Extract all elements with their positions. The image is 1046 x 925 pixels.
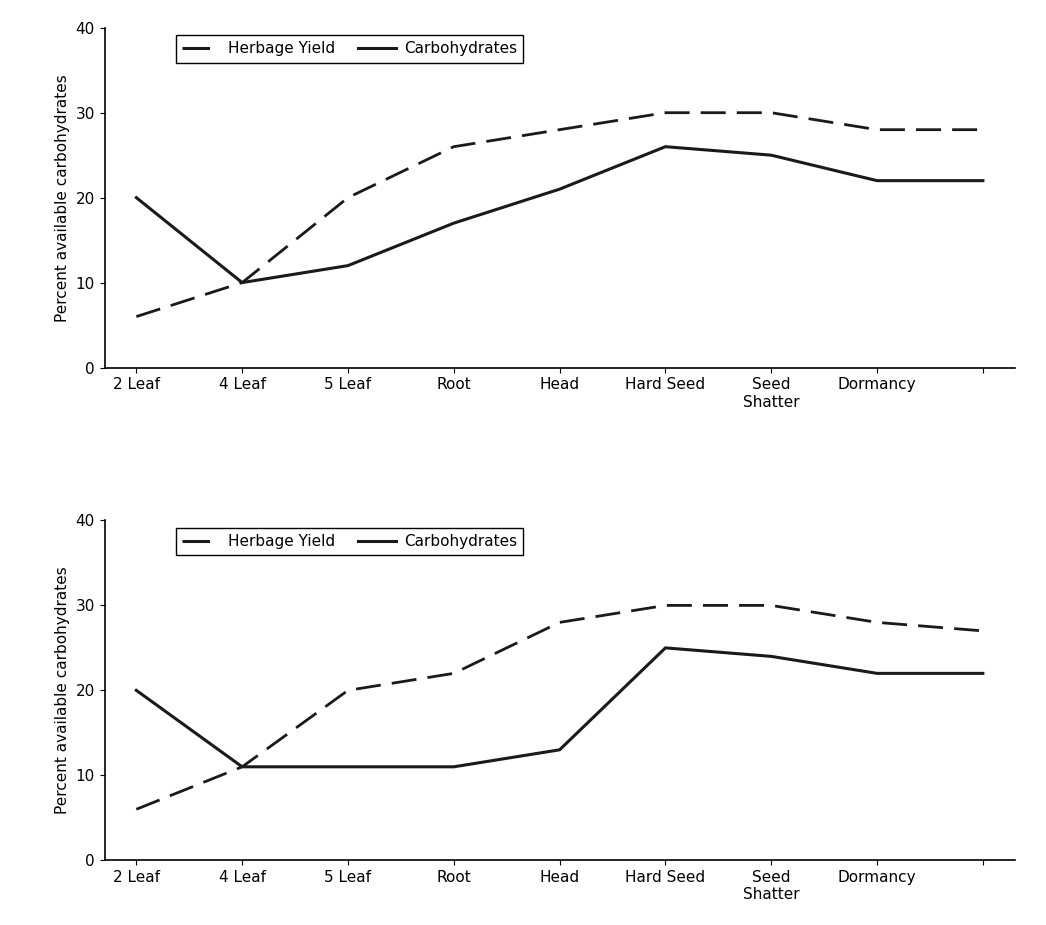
Herbage Yield [553,617,566,628]
Carbohydrates [130,684,142,696]
Herbage Yield [765,599,777,610]
Herbage Yield [977,124,990,135]
Carbohydrates [236,278,249,289]
Herbage Yield [659,599,672,610]
Carbohydrates [977,175,990,186]
Carbohydrates [765,651,777,662]
Herbage Yield [870,124,883,135]
Carbohydrates [870,175,883,186]
Carbohydrates [553,183,566,194]
Herbage Yield [659,107,672,118]
Line: Herbage Yield: Herbage Yield [136,113,983,316]
Herbage Yield [553,124,566,135]
Carbohydrates [236,761,249,772]
Herbage Yield [342,192,355,204]
Carbohydrates [977,668,990,679]
Carbohydrates [342,761,355,772]
Line: Herbage Yield: Herbage Yield [136,605,983,809]
Line: Carbohydrates: Carbohydrates [136,147,983,283]
Herbage Yield [448,142,460,153]
Legend: Herbage Yield, Carbohydrates: Herbage Yield, Carbohydrates [176,528,523,555]
Carbohydrates [448,217,460,228]
Carbohydrates [342,260,355,271]
Carbohydrates [448,761,460,772]
Carbohydrates [553,745,566,756]
Carbohydrates [130,192,142,204]
Herbage Yield [870,617,883,628]
Carbohydrates [765,150,777,161]
Legend: Herbage Yield, Carbohydrates: Herbage Yield, Carbohydrates [176,35,523,63]
Herbage Yield [765,107,777,118]
Herbage Yield [130,804,142,815]
Herbage Yield [448,668,460,679]
Herbage Yield [130,311,142,322]
Line: Carbohydrates: Carbohydrates [136,648,983,767]
Carbohydrates [659,642,672,653]
Carbohydrates [870,668,883,679]
Herbage Yield [342,684,355,696]
Herbage Yield [236,761,249,772]
Herbage Yield [236,278,249,289]
Y-axis label: Percent available carbohydrates: Percent available carbohydrates [55,74,70,322]
Herbage Yield [977,625,990,636]
Carbohydrates [659,142,672,153]
Y-axis label: Percent available carbohydrates: Percent available carbohydrates [55,566,70,814]
